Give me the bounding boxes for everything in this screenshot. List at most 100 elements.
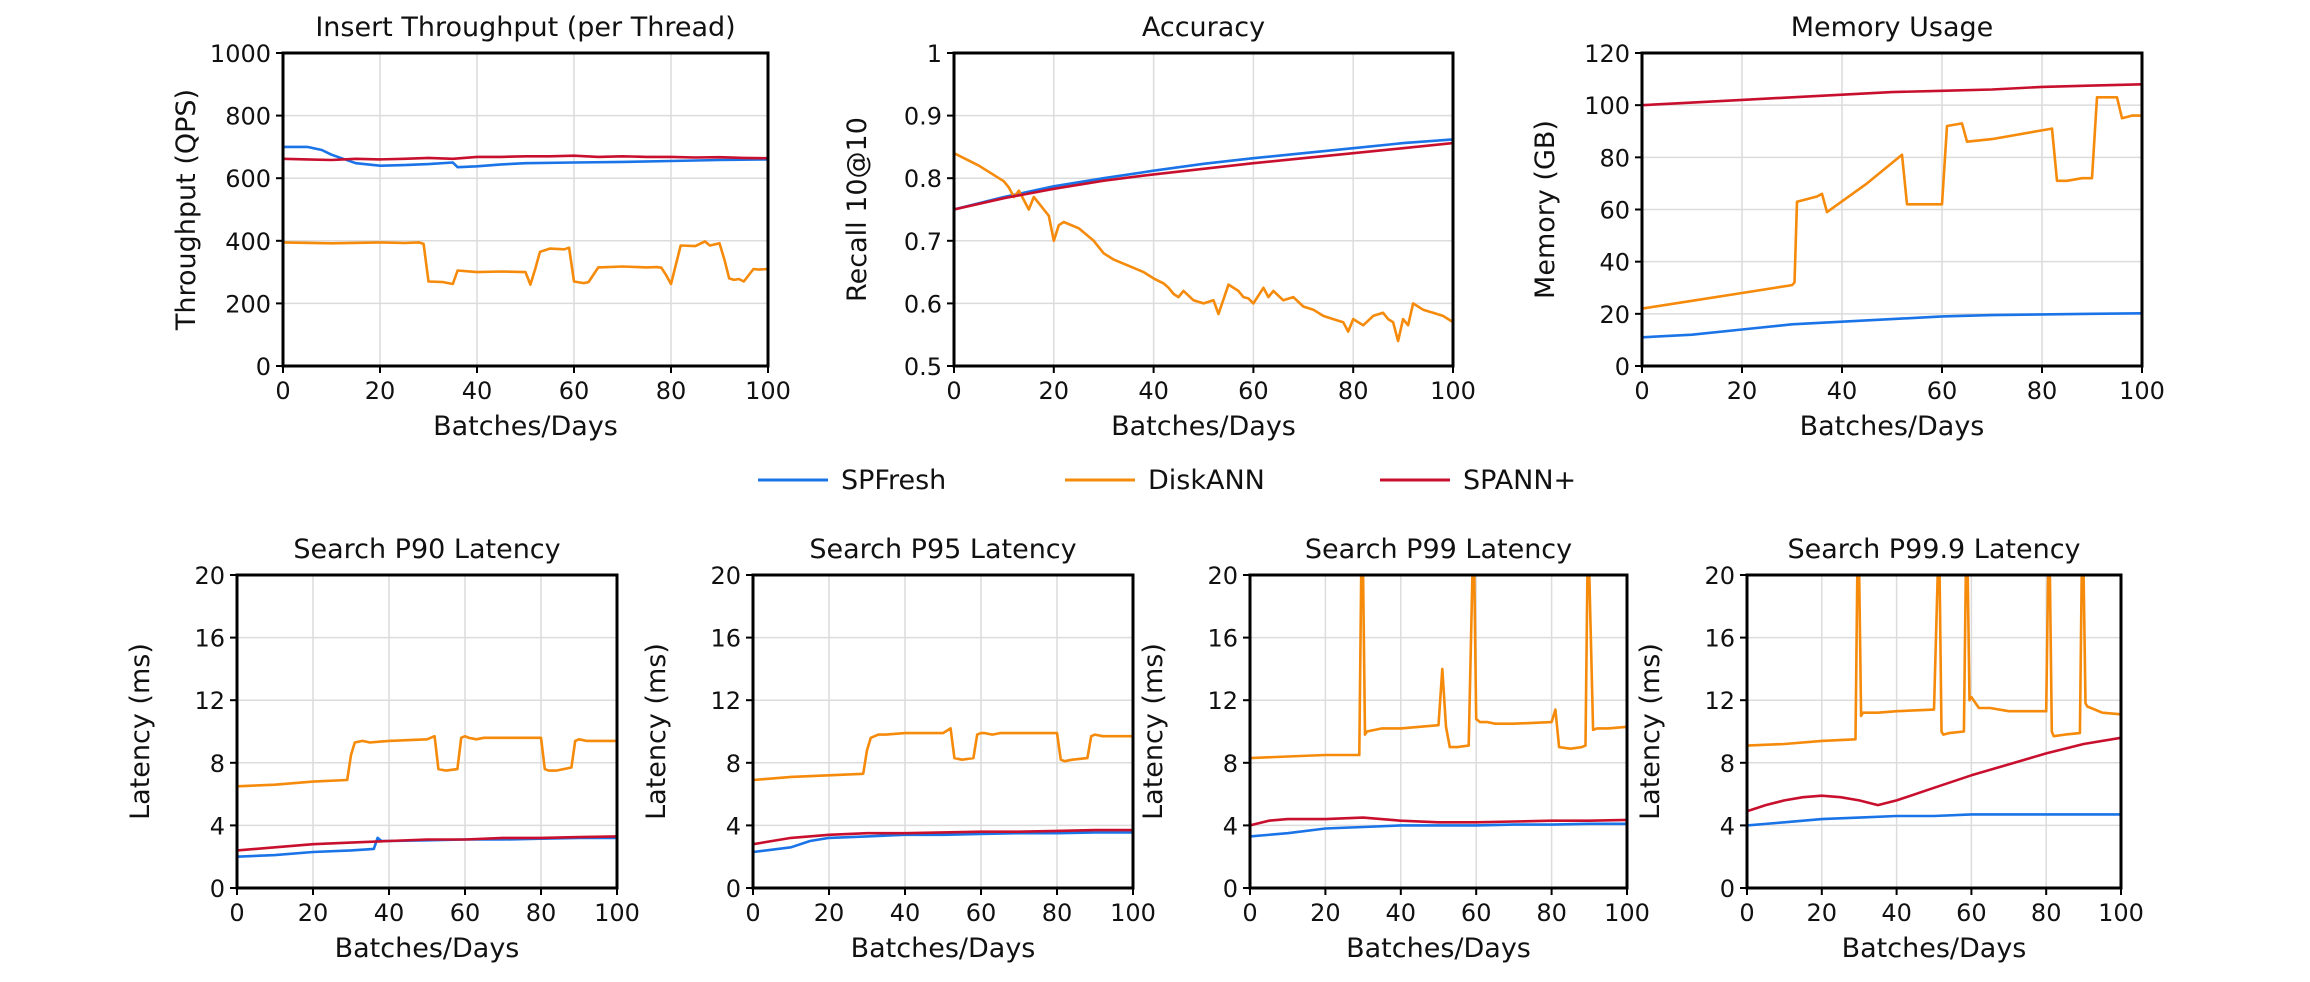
y-tick-label: 8 xyxy=(726,750,741,778)
y-tick-label: 16 xyxy=(1207,625,1238,653)
series-line-diskann xyxy=(1642,96,2142,310)
chart-title: Memory Usage xyxy=(1791,12,1994,43)
legend-item-spfresh: SPFresh xyxy=(758,465,946,496)
series-line-spann xyxy=(283,154,768,162)
y-tick-label: 4 xyxy=(210,812,225,840)
x-tick-label: 40 xyxy=(1881,899,1912,927)
chart-title: Search P95 Latency xyxy=(809,534,1076,565)
y-tick-label: 8 xyxy=(1720,750,1735,778)
x-axis-label: Batches/Days xyxy=(1842,933,2027,964)
y-tick-label: 4 xyxy=(1720,812,1735,840)
y-tick-label: 0.6 xyxy=(904,290,942,318)
y-tick-label: 12 xyxy=(194,687,225,715)
chart-panel-5: 0 20 40 60 80 100 0 4 8 12 16 20 Search P95 Latency B… xyxy=(641,534,1156,964)
chart-title: Insert Throughput (per Thread) xyxy=(315,12,735,43)
y-tick-label: 600 xyxy=(225,165,271,193)
y-tick-label: 20 xyxy=(1704,562,1735,590)
plot-frame xyxy=(1248,573,1629,890)
y-tick-label: 20 xyxy=(1207,562,1238,590)
y-tick-label: 4 xyxy=(1223,812,1238,840)
y-tick-label: 100 xyxy=(1584,92,1630,120)
x-tick-label: 20 xyxy=(1310,899,1341,927)
series-line-spfresh xyxy=(1642,311,2142,339)
x-tick-label: 80 xyxy=(1536,899,1567,927)
chart-title: Accuracy xyxy=(1142,12,1265,43)
series-line-diskann xyxy=(283,240,768,286)
x-tick-label: 100 xyxy=(745,377,791,405)
series-line-diskann xyxy=(1250,575,1627,760)
chart-panel-4: 0 20 40 60 80 100 0 4 8 12 16 20 Search P90 Latency B… xyxy=(125,534,640,964)
x-tick-label: 80 xyxy=(656,377,687,405)
x-tick-label: 60 xyxy=(1956,899,1987,927)
legend-label: SPANN+ xyxy=(1463,465,1576,496)
x-tick-label: 0 xyxy=(275,377,290,405)
series-line-spann xyxy=(1747,736,2121,813)
y-tick-label: 20 xyxy=(1599,301,1630,329)
y-tick-label: 12 xyxy=(710,687,741,715)
series-line-spann xyxy=(237,835,617,852)
y-axis-label: Memory (GB) xyxy=(1530,120,1561,299)
series-line-spann xyxy=(753,828,1133,846)
y-axis-label: Recall 10@10 xyxy=(842,117,873,302)
series-line-diskann xyxy=(237,734,617,788)
x-tick-label: 60 xyxy=(1238,377,1269,405)
y-tick-label: 0.8 xyxy=(904,165,942,193)
y-tick-label: 80 xyxy=(1599,144,1630,172)
x-tick-label: 40 xyxy=(890,899,921,927)
series-line-spfresh xyxy=(954,138,1453,211)
y-tick-label: 0 xyxy=(726,875,741,903)
x-tick-label: 100 xyxy=(2119,377,2165,405)
y-tick-label: 8 xyxy=(1223,750,1238,778)
y-tick-label: 0.5 xyxy=(904,353,942,381)
legend-item-diskann: DiskANN xyxy=(1065,465,1265,496)
y-tick-label: 12 xyxy=(1207,687,1238,715)
x-tick-label: 60 xyxy=(450,899,481,927)
series-line-spfresh xyxy=(1747,813,2121,827)
y-tick-label: 800 xyxy=(225,103,271,131)
y-tick-label: 60 xyxy=(1599,197,1630,225)
y-axis-label: Latency (ms) xyxy=(125,643,156,820)
x-tick-label: 0 xyxy=(745,899,760,927)
x-tick-label: 80 xyxy=(2031,899,2062,927)
y-tick-label: 1 xyxy=(927,40,942,68)
y-tick-label: 20 xyxy=(194,562,225,590)
x-tick-label: 40 xyxy=(1386,899,1417,927)
legend-item-spann: SPANN+ xyxy=(1380,465,1576,496)
chart-panel-2: 0 20 40 60 80 100 0.5 0.6 0.7 0.8 0.9 1 Accuracy Batc… xyxy=(842,12,1476,442)
plot-frame xyxy=(281,51,770,368)
plot-frame xyxy=(235,573,619,890)
x-axis-label: Batches/Days xyxy=(433,411,618,442)
y-tick-label: 0 xyxy=(210,875,225,903)
x-tick-label: 60 xyxy=(966,899,997,927)
y-tick-label: 16 xyxy=(194,625,225,653)
x-tick-label: 80 xyxy=(1338,377,1369,405)
x-tick-label: 100 xyxy=(2098,899,2144,927)
x-tick-label: 80 xyxy=(1042,899,1073,927)
y-axis-label: Latency (ms) xyxy=(1138,643,1169,820)
x-tick-label: 60 xyxy=(1461,899,1492,927)
x-tick-label: 100 xyxy=(1110,899,1156,927)
y-tick-label: 0 xyxy=(1615,353,1630,381)
chart-panel-3: 0 20 40 60 80 100 0 20 40 60 80 100 120 Memory Usage B… xyxy=(1530,12,2165,442)
y-tick-label: 0.7 xyxy=(904,228,942,256)
plot-frame xyxy=(1745,573,2123,890)
x-tick-label: 0 xyxy=(1634,377,1649,405)
chart-panel-6: 0 20 40 60 80 100 0 4 8 12 16 20 Search P99 Latency B… xyxy=(1138,534,1650,964)
x-tick-label: 100 xyxy=(1604,899,1650,927)
y-tick-label: 40 xyxy=(1599,249,1630,277)
series-line-spann xyxy=(954,141,1453,211)
x-tick-label: 20 xyxy=(814,899,845,927)
chart-title: Search P90 Latency xyxy=(293,534,560,565)
x-tick-label: 20 xyxy=(365,377,396,405)
chart-panel-7: 0 20 40 60 80 100 0 4 8 12 16 20 Search P99.9 Latenc… xyxy=(1635,534,2144,964)
y-tick-label: 400 xyxy=(225,228,271,256)
chart-title: Search P99.9 Latency xyxy=(1787,534,2080,565)
plot-frame xyxy=(952,51,1455,368)
x-tick-label: 100 xyxy=(1430,377,1476,405)
x-axis-label: Batches/Days xyxy=(1800,411,1985,442)
x-tick-label: 20 xyxy=(298,899,329,927)
y-axis-label: Latency (ms) xyxy=(641,643,672,820)
x-tick-label: 20 xyxy=(1807,899,1838,927)
series-line-diskann xyxy=(954,151,1453,343)
